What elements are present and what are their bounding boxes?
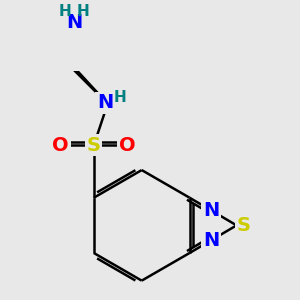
Text: N: N [97, 93, 113, 112]
Text: O: O [52, 136, 69, 155]
Text: H: H [113, 90, 126, 105]
Text: N: N [203, 201, 219, 220]
Text: S: S [236, 216, 250, 235]
Text: H: H [76, 4, 89, 19]
Text: H: H [58, 4, 71, 19]
Text: N: N [203, 230, 219, 250]
Text: S: S [87, 136, 101, 155]
Text: N: N [66, 13, 82, 32]
Text: O: O [119, 136, 135, 155]
